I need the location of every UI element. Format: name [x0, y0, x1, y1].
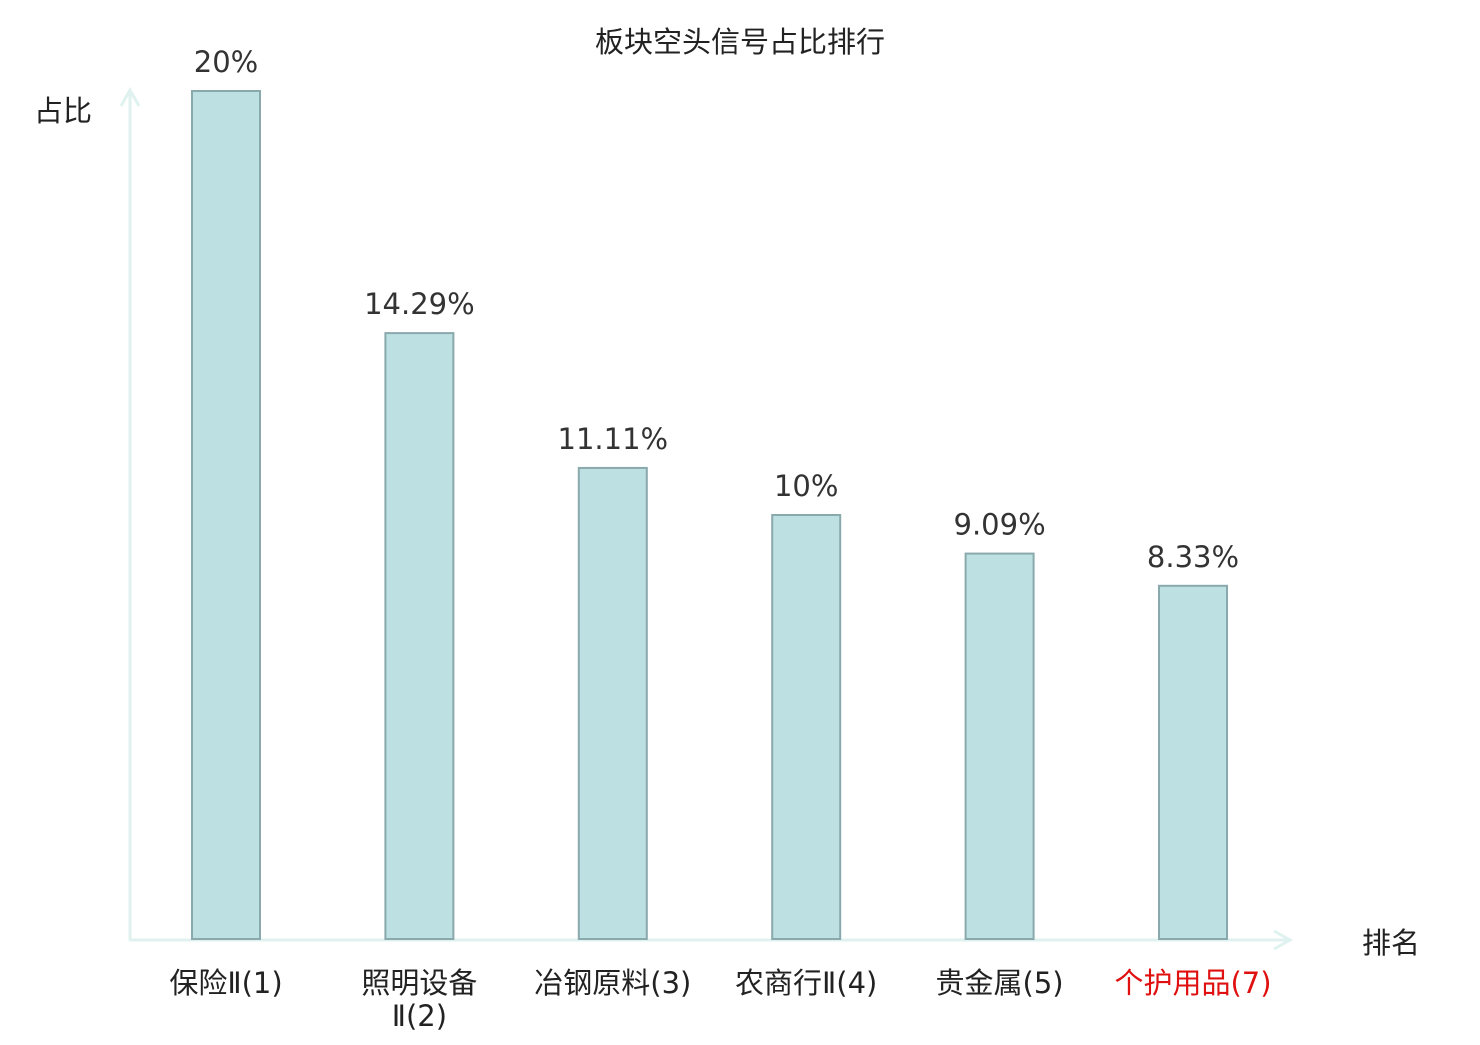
- value-labels-group: 20% 14.29% 11.11% 10% 9.09% 8.33%: [194, 45, 1239, 574]
- x-tick-label: 保险Ⅱ(1): [169, 966, 282, 1000]
- bar-value-label: 11.11%: [558, 422, 669, 456]
- x-tick-label: 农商行Ⅱ(4): [735, 966, 877, 1000]
- bar: [771, 514, 842, 940]
- axes: [119, 86, 1294, 951]
- bar-value-label: 10%: [774, 469, 838, 503]
- bar: [1158, 584, 1228, 940]
- x-tick-label: 照明设备 Ⅱ(2): [361, 966, 477, 1033]
- y-axis-label: 占比: [34, 94, 92, 128]
- bar: [577, 466, 648, 940]
- bar-value-label: 9.09%: [954, 508, 1046, 542]
- bar-value-label: 14.29%: [364, 287, 475, 321]
- x-axis-label: 排名: [1362, 926, 1420, 960]
- category-labels-group: 保险Ⅱ(1) 照明设备 Ⅱ(2) 冶钢原料(3) 农商行Ⅱ(4) 贵金属(5) 个护用品(7…: [169, 966, 1271, 1033]
- y-axis-arrow-icon: [119, 86, 141, 107]
- bars-group: [191, 90, 1228, 940]
- x-tick-label: 个护用品(7): [1114, 966, 1271, 1000]
- bar: [191, 90, 261, 940]
- bar-value-label: 20%: [194, 45, 258, 79]
- x-tick-label: 贵金属(5): [936, 966, 1064, 1000]
- bar: [964, 552, 1035, 940]
- chart-title: 板块空头信号占比排行: [595, 25, 885, 59]
- bar-value-label: 8.33%: [1147, 540, 1239, 574]
- x-axis-arrow-icon: [1273, 929, 1294, 951]
- x-tick-label: 冶钢原料(3): [534, 966, 691, 1000]
- bar: [384, 332, 455, 940]
